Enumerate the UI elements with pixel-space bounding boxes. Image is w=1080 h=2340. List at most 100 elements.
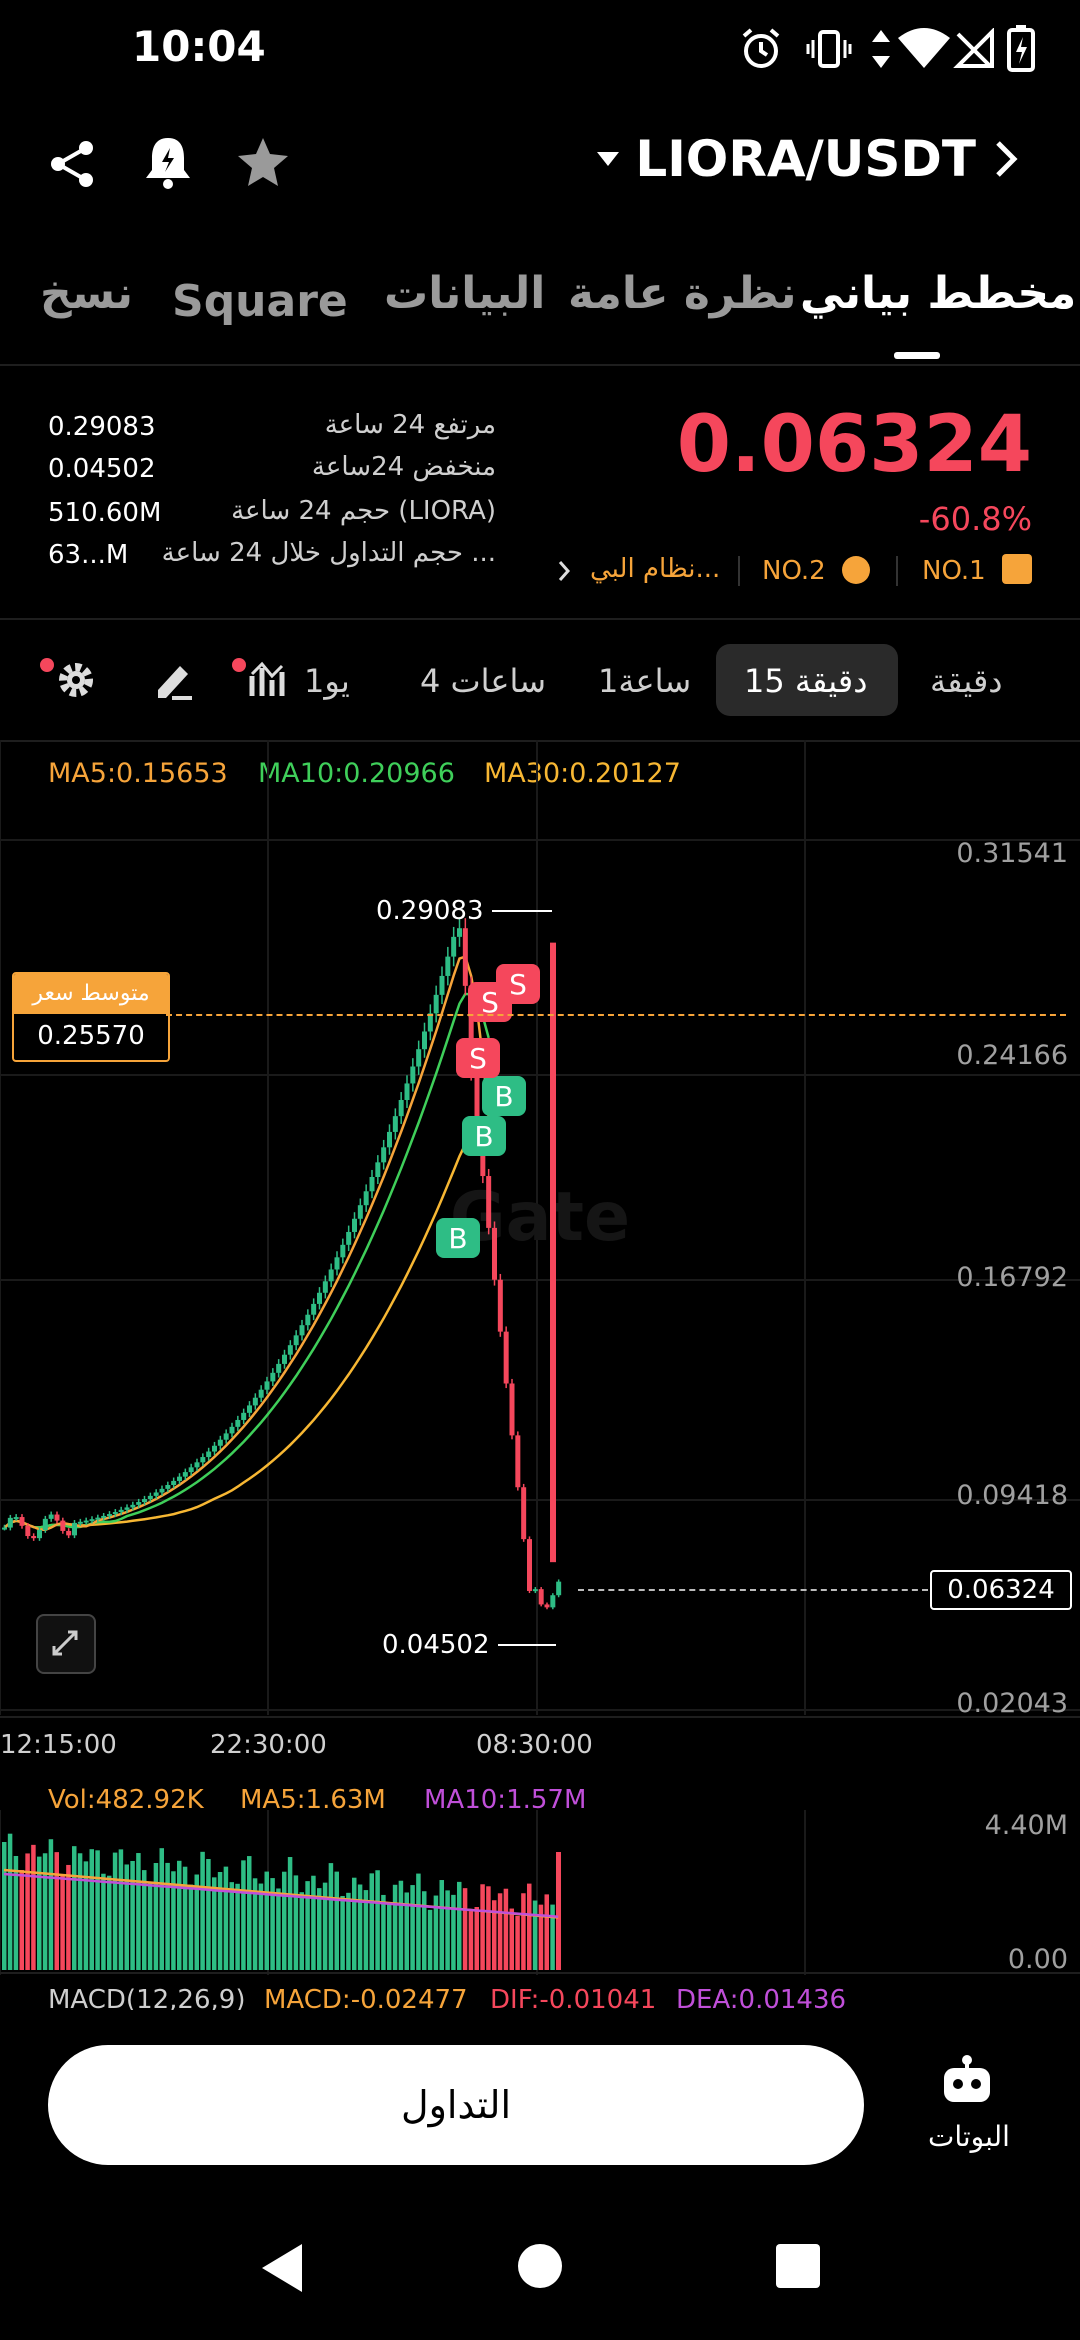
tab-square[interactable]: Square [172, 276, 348, 327]
volume-bar [550, 1904, 555, 1970]
buy-marker: B [482, 1076, 526, 1116]
volume-bar [270, 1878, 275, 1970]
favorite-star-icon[interactable] [236, 136, 290, 188]
price-change: -60.8% [918, 500, 1032, 538]
volume-bar [334, 1871, 339, 1970]
candle-body [287, 1345, 293, 1355]
volume-bar [287, 1857, 293, 1970]
candle-body [299, 1325, 305, 1336]
volume-bar [89, 1849, 94, 1970]
interval-1m[interactable]: دقيقة [930, 662, 1003, 700]
draw-pen-icon[interactable] [152, 658, 196, 702]
candle-body [101, 1515, 107, 1518]
volume-bar [177, 1860, 182, 1970]
robot-icon[interactable] [940, 2054, 994, 2106]
tab-data[interactable]: البيانات [384, 268, 546, 319]
candle-body [7, 1517, 13, 1528]
candle-body [515, 1435, 521, 1488]
candle-body [264, 1381, 270, 1390]
current-price-line [578, 1589, 928, 1591]
volume-bar [515, 1915, 520, 1970]
ecosystem-tag[interactable]: نظام البي... [590, 554, 721, 584]
volume-bar [457, 1881, 462, 1970]
y-tick-2: 0.16792 [956, 1262, 1068, 1293]
volume-bar [486, 1886, 491, 1970]
candle-body [462, 928, 468, 986]
settings-gear-icon[interactable] [54, 658, 98, 702]
pair-selector[interactable]: LIORA/USDT [595, 130, 1020, 188]
volume-bar [37, 1856, 42, 1970]
stat-high-value: 0.29083 [48, 412, 156, 442]
volume-bar [492, 1900, 497, 1970]
volume-bar [363, 1890, 369, 1970]
volume-bar [497, 1893, 503, 1970]
share-icon[interactable] [46, 138, 98, 190]
candle-body [433, 994, 439, 1014]
vol-tick-bottom: 0.00 [1007, 1944, 1068, 1975]
volume-bar [19, 1869, 24, 1970]
stat-low-label: منخفض 24ساعة [311, 452, 496, 482]
price-alert-icon[interactable] [142, 134, 194, 190]
volume-bar [480, 1884, 485, 1970]
interval-1d[interactable]: 1يو [304, 662, 350, 700]
y-tick-3: 0.09418 [956, 1480, 1068, 1511]
volume-bar [223, 1866, 229, 1970]
candle-body [468, 985, 474, 1073]
candle-body [357, 1205, 363, 1219]
candle-body [369, 1177, 375, 1192]
interval-4h[interactable]: 4 ساعات [420, 662, 547, 700]
candle-body [340, 1244, 346, 1258]
candle-body [212, 1445, 217, 1452]
volume-bar [264, 1871, 269, 1970]
trade-button[interactable]: التداول [48, 2045, 864, 2165]
high-marker-label: 0.29083 [376, 896, 484, 926]
indicators-notification-dot [232, 658, 246, 672]
nav-back-icon[interactable] [256, 2240, 306, 2296]
volume-bar [387, 1903, 392, 1970]
interval-active-bg [716, 644, 898, 716]
candle-body [532, 1589, 538, 1592]
vol-ma5-legend: MA5:1.63M [240, 1785, 386, 1815]
chevron-right-small-icon[interactable] [554, 558, 574, 584]
volume-bar [118, 1849, 124, 1970]
candle-body [416, 1049, 422, 1067]
volume-bar [142, 1870, 147, 1970]
candle-body [136, 1502, 142, 1505]
volume-bar [2, 1842, 7, 1970]
volume-bar [107, 1875, 112, 1970]
volume-bar [72, 1846, 77, 1970]
tab-chart[interactable]: مخطط بياني [800, 268, 1077, 319]
tab-copy[interactable]: نسخ [40, 268, 130, 319]
volume-bar [311, 1875, 316, 1970]
volume-divider [0, 1972, 1080, 1974]
avg-price-line [166, 1014, 1066, 1016]
nav-home-icon[interactable] [516, 2242, 564, 2290]
candle-body [439, 975, 445, 995]
volume-bar [322, 1882, 328, 1970]
ma30-line [3, 1120, 490, 1529]
volume-chart[interactable] [0, 1810, 1080, 1975]
rank-1[interactable]: NO.1 [922, 556, 986, 586]
bots-label[interactable]: البوتات [928, 2120, 1010, 2153]
tab-overview[interactable]: نظرة عامة [568, 268, 797, 319]
volume-bar [31, 1844, 36, 1970]
volume-bar [258, 1883, 264, 1970]
candle-body [445, 956, 451, 976]
stat-high-label: مرتفع 24 ساعة [324, 410, 496, 440]
rank-2[interactable]: NO.2 [762, 556, 826, 586]
indicators-icon[interactable] [248, 656, 292, 700]
volume-bar [112, 1852, 118, 1970]
fullscreen-button[interactable] [36, 1614, 96, 1674]
volume-bar [153, 1862, 159, 1970]
volume-bar [369, 1873, 374, 1970]
nav-recents-icon[interactable] [776, 2244, 820, 2288]
x-axis-line [0, 1716, 1080, 1718]
wifi-icon [898, 28, 950, 68]
volume-bar [433, 1895, 439, 1970]
interval-15m[interactable]: 15 دقيقة [744, 662, 868, 700]
interval-1h[interactable]: 1ساعة [598, 662, 692, 700]
candle-body [270, 1372, 276, 1382]
buy-marker: B [462, 1116, 506, 1156]
volume-bar [328, 1863, 334, 1970]
